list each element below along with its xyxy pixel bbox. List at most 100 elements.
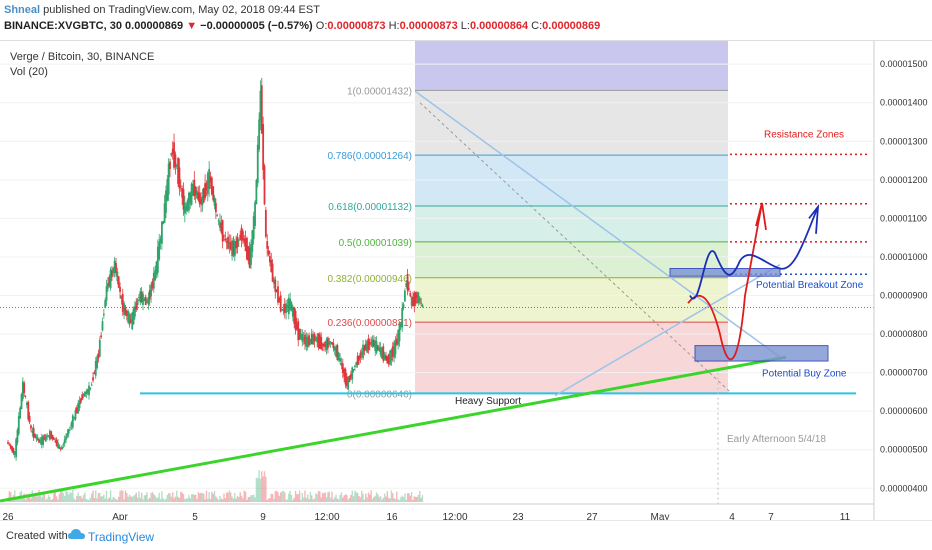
candle-body [274, 279, 277, 292]
volume-bar [203, 493, 205, 502]
candle-body [104, 300, 107, 308]
volume-bar [66, 491, 69, 502]
candle-body [17, 416, 20, 434]
volume-bar [99, 492, 101, 502]
fib-zone-0.618 [415, 206, 728, 242]
volume-bar [344, 494, 347, 502]
fib-label-0.5: 0.5(0.00001039) [339, 238, 412, 249]
candle-body [210, 177, 213, 195]
volume-bar [78, 496, 81, 502]
candle-body [225, 241, 228, 243]
volume-bar [77, 492, 79, 502]
candle-body [85, 391, 88, 394]
volume-bar [359, 497, 362, 502]
candle-body [24, 395, 27, 397]
volume-bar [45, 499, 47, 502]
candle-body [51, 434, 54, 440]
candle-body [116, 271, 119, 281]
candle-body [197, 192, 200, 201]
candle-body [70, 422, 73, 427]
candle-body [395, 338, 398, 346]
candle-body [293, 307, 296, 324]
candle-body [86, 389, 89, 394]
volume-bar [294, 490, 297, 502]
volume-bar [313, 498, 316, 502]
candle-body [231, 240, 233, 257]
candle-body [119, 287, 121, 292]
candle-body [359, 352, 362, 359]
volume-bar [247, 497, 249, 502]
candle-body [189, 192, 192, 203]
candle-body [147, 297, 150, 305]
candle-body [90, 384, 93, 386]
candle-body [30, 425, 32, 429]
candle-body [61, 446, 63, 450]
volume-bar [131, 496, 133, 502]
volume-bar [43, 491, 46, 502]
volume-bar [139, 497, 141, 502]
candle-body [300, 333, 302, 340]
volume-bar [350, 494, 352, 502]
candle-body [47, 435, 50, 437]
candle-body [81, 394, 84, 400]
volume-bar [388, 498, 390, 502]
volume-bar [352, 496, 355, 502]
chart-header: Shneal published on TradingView.com, May… [0, 0, 932, 40]
volume-bar [255, 477, 258, 502]
volume-bar [181, 492, 183, 502]
volume-bar [404, 493, 406, 502]
price-chart[interactable]: 1(0.00001432) 0.786(0.00001264) 0.618(0.00… [0, 41, 932, 526]
volume-bar [30, 498, 32, 502]
candle-body [286, 305, 289, 308]
candle-body [26, 402, 28, 406]
volume-bar [216, 498, 218, 502]
volume-bar [415, 496, 417, 502]
volume-bar [57, 499, 59, 502]
volume-bar [366, 497, 368, 502]
candle-body [140, 291, 143, 302]
candle-body [162, 220, 165, 225]
candle-body [50, 431, 53, 439]
candle-body [102, 313, 105, 316]
volume-bar [226, 492, 228, 502]
candle-body [352, 369, 355, 370]
candle-body [304, 334, 306, 345]
fib-label-0.618: 0.618(0.00001132) [328, 202, 412, 213]
candle-body [143, 299, 146, 302]
volume-bar [126, 492, 128, 502]
candle-body [183, 202, 186, 214]
volume-bar [356, 492, 359, 502]
candle-body [219, 221, 221, 228]
candle-body [233, 240, 236, 257]
volume-bar [162, 498, 164, 502]
volume-bar [292, 499, 294, 502]
candle-body [216, 214, 219, 216]
volume-bar [170, 496, 173, 502]
volume-bar [91, 493, 93, 502]
volume-bar [265, 476, 267, 502]
candle-body [421, 304, 424, 308]
volume-bar [305, 497, 308, 502]
volume-bar [22, 497, 24, 502]
volume-bar [34, 496, 36, 502]
volume-bar [417, 494, 420, 502]
candle-body [124, 307, 127, 314]
volume-bar [84, 492, 86, 502]
candle-body [397, 330, 400, 345]
x-tick-label: 27 [586, 512, 598, 523]
candle-body [196, 190, 198, 199]
candle-body [192, 184, 194, 196]
author-name[interactable]: Shneal [4, 4, 41, 16]
candle-body [193, 179, 196, 197]
candle-body [362, 344, 364, 359]
tradingview-brand[interactable]: TradingView [88, 530, 155, 544]
candle-body [273, 278, 275, 284]
candle-body [221, 220, 224, 242]
candle-body [201, 196, 204, 206]
chart-area[interactable]: 1(0.00001432) 0.786(0.00001264) 0.618(0.00… [0, 40, 932, 526]
candle-body [251, 230, 254, 252]
close-label: C: [531, 20, 543, 32]
candle-body [156, 246, 159, 273]
volume-bar [377, 494, 379, 502]
candle-body [232, 240, 235, 255]
